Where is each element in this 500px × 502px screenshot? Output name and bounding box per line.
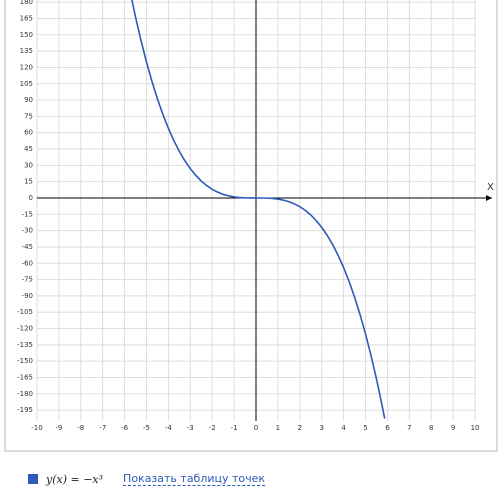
legend-swatch <box>28 474 38 484</box>
y-tick-label: -135 <box>17 341 33 349</box>
y-tick-label: 15 <box>24 178 33 186</box>
y-tick-label: -105 <box>17 308 33 316</box>
x-axis-label: X <box>487 182 494 193</box>
y-tick-label: -75 <box>22 276 33 284</box>
x-tick-label: -6 <box>121 424 129 432</box>
y-tick-label: 150 <box>20 31 33 39</box>
x-tick-label: 0 <box>254 424 258 432</box>
y-tick-label: -150 <box>17 357 33 365</box>
legend-label: y(x) = −x³ <box>46 472 104 486</box>
y-tick-label: -180 <box>17 390 33 398</box>
y-tick-label: 165 <box>20 14 33 22</box>
y-tick-label: 120 <box>20 63 33 71</box>
legend: y(x) = −x³ Показать таблицу точек <box>28 472 266 486</box>
y-tick-label: -30 <box>22 227 33 235</box>
y-tick-label: -15 <box>22 210 33 218</box>
x-tick-label: -5 <box>143 424 150 432</box>
x-tick-label: 4 <box>341 424 346 432</box>
y-tick-label: -60 <box>22 259 33 267</box>
x-tick-label: 8 <box>429 424 433 432</box>
x-tick-label: 1 <box>276 424 280 432</box>
x-tick-label: -7 <box>99 424 106 432</box>
x-tick-label: 10 <box>471 424 480 432</box>
y-tick-label: 75 <box>24 112 33 120</box>
x-tick-label: -10 <box>31 424 42 432</box>
x-tick-label: 6 <box>385 424 390 432</box>
series-line <box>131 0 386 419</box>
y-tick-label: -120 <box>17 325 33 333</box>
x-tick-label: 9 <box>451 424 455 432</box>
y-tick-label: 180 <box>20 0 33 6</box>
x-tick-label: 3 <box>319 424 323 432</box>
x-tick-label: -3 <box>187 424 194 432</box>
x-axis-arrow <box>486 194 492 201</box>
chart: X -10 -9 -8 -7 -6 -5 -4 -3 -2 -1 0 1 2 3 4 5 6 7 8 9 1018016… <box>4 0 498 452</box>
x-tick-label: -8 <box>77 424 84 432</box>
show-table-link[interactable]: Показать таблицу точек <box>123 472 266 486</box>
y-tick-label: 30 <box>24 161 33 169</box>
y-tick-label: 90 <box>24 96 33 104</box>
y-tick-label: 105 <box>20 80 33 88</box>
frame <box>4 0 498 452</box>
x-tick-label: -1 <box>231 424 238 432</box>
x-tick-label: -4 <box>165 424 173 432</box>
x-tick-label: -2 <box>209 424 216 432</box>
y-tick-label: -90 <box>22 292 33 300</box>
x-tick-label: -9 <box>55 424 62 432</box>
y-tick-label: -45 <box>22 243 33 251</box>
y-tick-label: -195 <box>17 406 33 414</box>
y-tick-label: 45 <box>24 145 33 153</box>
x-tick-label: 5 <box>363 424 367 432</box>
y-tick-label: 135 <box>20 47 33 55</box>
y-tick-label: 60 <box>24 129 33 137</box>
x-tick-label: 2 <box>298 424 302 432</box>
y-tick-label: -165 <box>17 373 33 381</box>
y-tick-label: 0 <box>29 194 33 202</box>
x-tick-label: 7 <box>407 424 411 432</box>
